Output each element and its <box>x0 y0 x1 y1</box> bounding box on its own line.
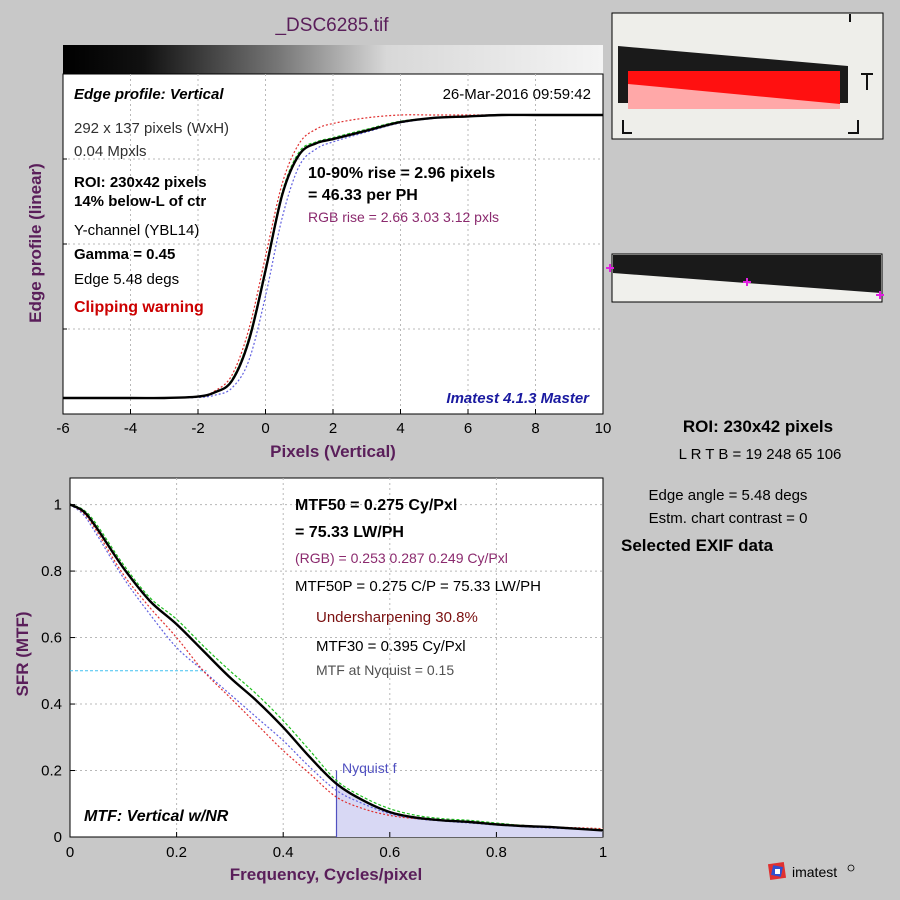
mtf30-value: MTF30 = 0.395 Cy/Pxl <box>316 638 466 655</box>
edge-marker-middle <box>743 278 751 286</box>
imatest-version: Imatest 4.1.3 Master <box>446 390 590 407</box>
gamma-info: Gamma = 0.45 <box>74 246 175 263</box>
nyquist-label: Nyquist f <box>342 760 397 776</box>
edge-x-tick-label: 0 <box>261 420 269 437</box>
mtf-y-tick-label: 1 <box>54 497 62 514</box>
mtf-x-axis-label: Frequency, Cycles/pixel <box>230 865 422 884</box>
edge-profile-chart: -6 -4 -2 0 2 4 6 8 10 Edge profile: Vertical 26-… <box>26 45 611 461</box>
edge-panel-title: Edge profile: Vertical <box>74 86 224 103</box>
edge-curves <box>63 113 603 400</box>
clipping-warning: Clipping warning <box>74 299 204 316</box>
mtf-y-tick-label: 0.6 <box>41 630 62 647</box>
logo-mark-center <box>775 869 780 874</box>
target-letter-mark <box>861 73 873 90</box>
mtf-y-tick-label: 0 <box>54 829 62 846</box>
registered-icon <box>847 864 855 872</box>
mtf-x-ticks: 0 0.2 0.4 0.6 0.8 1 <box>66 832 607 861</box>
undersharpening-value: Undersharpening 30.8% <box>316 609 478 626</box>
mtf-chart: 0 0.2 0.4 0.6 0.8 1 0 0.2 0.4 0.6 0.8 1 MTF50 = 0.… <box>13 477 607 884</box>
timestamp: 26-Mar-2016 09:59:42 <box>443 86 591 103</box>
nyquist-shaded-area <box>336 783 603 837</box>
rise-distance: 10-90% rise = 2.96 pixels <box>308 165 495 182</box>
mtf-curve-red <box>69 504 604 830</box>
mtf-curves <box>69 503 604 832</box>
mtf-y-tick-label: 0.4 <box>41 696 62 713</box>
mtf-y-tick-label: 0.2 <box>41 763 62 780</box>
edge-x-ticks: -6 -4 -2 0 2 4 6 8 10 <box>56 409 611 437</box>
roi-crop-thumbnail <box>606 253 884 303</box>
imatest-logo: imatest <box>767 861 855 881</box>
mtf-x-tick-label: 0.6 <box>379 844 400 861</box>
edge-x-tick-label: -2 <box>191 420 204 437</box>
mtf-curve-black <box>69 503 604 832</box>
edge-grid <box>63 74 603 414</box>
rgb-rise: RGB rise = 2.66 3.03 3.12 pxls <box>308 209 499 225</box>
exif-header: Selected EXIF data <box>621 536 774 555</box>
edge-x-axis-label: Pixels (Vertical) <box>270 442 396 461</box>
mtf50-value: MTF50 = 0.275 Cy/Pxl <box>295 497 457 514</box>
mtf-curve-green <box>69 504 604 831</box>
image-size-info: 292 x 137 pixels (WxH) <box>74 120 229 137</box>
roi-crop-dark-region <box>613 255 881 293</box>
edge-x-tick-label: 2 <box>329 420 337 437</box>
megapixels-info: 0.04 Mpxls <box>74 143 147 160</box>
roi-summary: ROI: 230x42 pixels <box>683 417 833 436</box>
edge-angle-info: Edge 5.48 degs <box>74 271 179 288</box>
edge-gradient-strip <box>63 45 603 74</box>
rise-per-ph: = 46.33 per PH <box>308 187 418 204</box>
rgb-mtf50: (RGB) = 0.253 0.287 0.249 Cy/Pxl <box>295 550 508 566</box>
edge-crop-thumbnail <box>611 12 884 140</box>
mtf-x-tick-label: 1 <box>599 844 607 861</box>
mtf-panel-label: MTF: Vertical w/NR <box>84 808 229 825</box>
mtf-y-axis-label: SFR (MTF) <box>13 612 32 697</box>
corner-mark-bottom-left <box>622 120 632 134</box>
chart-contrast-summary: Estm. chart contrast = 0 <box>649 510 808 527</box>
mtf-x-tick-label: 0.2 <box>166 844 187 861</box>
edge-y-axis-label: Edge profile (linear) <box>26 163 45 323</box>
mtf50-lwph: = 75.33 LW/PH <box>295 524 404 541</box>
mtf-x-tick-label: 0 <box>66 844 74 861</box>
edge-curve-black <box>63 113 603 400</box>
channel-info: Y-channel (YBL14) <box>74 222 199 239</box>
mtf-at-nyquist: MTF at Nyquist = 0.15 <box>316 662 454 678</box>
edge-x-tick-label: 4 <box>396 420 404 437</box>
roi-location: 14% below-L of ctr <box>74 193 206 210</box>
file-title: _DSC6285.tif <box>274 15 389 36</box>
corner-mark-bottom-right <box>848 120 859 134</box>
mtf-y-tick-label: 0.8 <box>41 563 62 580</box>
mtf-x-tick-label: 0.8 <box>486 844 507 861</box>
edge-marker-left <box>606 264 614 272</box>
roi-size: ROI: 230x42 pixels <box>74 174 207 191</box>
mtf-x-tick-label: 0.4 <box>273 844 294 861</box>
mtf-nyquist-region <box>335 770 603 837</box>
roi-bounds: L R T B = 19 248 65 106 <box>679 446 842 463</box>
edge-marker-right <box>876 291 884 299</box>
edge-x-tick-label: -6 <box>56 420 69 437</box>
roi-highlight-light <box>628 84 840 109</box>
edge-angle-summary: Edge angle = 5.48 degs <box>649 487 808 504</box>
edge-x-tick-label: 10 <box>595 420 612 437</box>
edge-x-tick-label: 6 <box>464 420 472 437</box>
logo-text: imatest <box>792 864 837 880</box>
edge-x-tick-label: 8 <box>531 420 539 437</box>
edge-x-tick-label: -4 <box>124 420 137 437</box>
mtf50p-value: MTF50P = 0.275 C/P = 75.33 LW/PH <box>295 578 541 595</box>
mtf-y-ticks: 0 0.2 0.4 0.6 0.8 1 <box>41 497 75 846</box>
